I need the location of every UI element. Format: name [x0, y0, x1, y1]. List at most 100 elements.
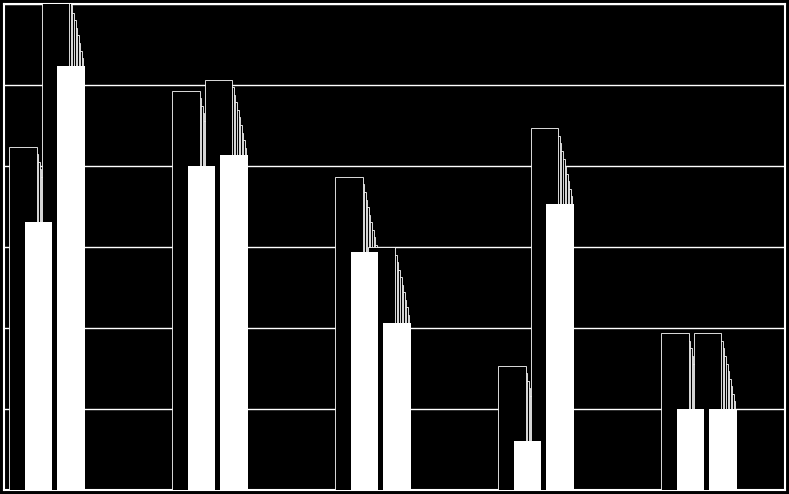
Bar	[667, 364, 695, 490]
Bar	[219, 148, 246, 490]
Bar	[215, 132, 243, 490]
Bar	[700, 364, 727, 490]
Bar	[369, 254, 397, 490]
Bar	[24, 222, 52, 490]
Bar	[501, 381, 529, 490]
Bar	[534, 143, 562, 490]
Bar	[697, 348, 724, 490]
Bar	[536, 151, 563, 490]
Bar	[531, 128, 559, 490]
Bar	[178, 121, 206, 490]
Bar	[500, 373, 527, 490]
Bar	[345, 222, 372, 490]
Bar	[674, 394, 701, 490]
Bar	[23, 214, 50, 490]
Bar	[382, 315, 409, 490]
Bar	[54, 50, 82, 490]
Bar	[368, 247, 395, 490]
Bar	[342, 207, 369, 490]
Bar	[346, 230, 373, 490]
Bar	[664, 348, 692, 490]
Bar	[377, 292, 405, 490]
Bar	[53, 43, 80, 490]
Bar	[21, 207, 49, 490]
Bar	[185, 151, 212, 490]
Bar	[661, 333, 689, 490]
Bar	[19, 192, 46, 490]
Bar	[43, 0, 71, 490]
Bar	[380, 307, 408, 490]
Bar	[703, 379, 731, 490]
Bar	[539, 166, 566, 490]
Bar	[214, 125, 241, 490]
Bar	[180, 128, 208, 490]
Bar	[56, 58, 84, 490]
Bar	[671, 379, 698, 490]
Bar	[544, 196, 572, 490]
Bar	[695, 341, 723, 490]
Bar	[181, 136, 209, 490]
Bar	[546, 204, 574, 490]
Bar	[217, 140, 245, 490]
Bar	[186, 159, 214, 490]
Bar	[183, 143, 211, 490]
Bar	[706, 394, 734, 490]
Bar	[50, 28, 77, 490]
Bar	[383, 323, 411, 490]
Bar	[14, 169, 41, 490]
Bar	[350, 245, 376, 490]
Bar	[351, 252, 378, 490]
Bar	[207, 87, 234, 490]
Bar	[348, 237, 375, 490]
Bar	[16, 177, 43, 490]
Bar	[708, 401, 735, 490]
Bar	[177, 113, 204, 490]
Bar	[374, 277, 402, 490]
Bar	[11, 154, 39, 490]
Bar	[335, 177, 363, 490]
Bar	[514, 441, 541, 490]
Bar	[21, 200, 47, 490]
Bar	[172, 90, 200, 490]
Bar	[694, 333, 721, 490]
Bar	[47, 13, 74, 490]
Bar	[507, 411, 535, 490]
Bar	[48, 20, 76, 490]
Bar	[663, 341, 690, 490]
Bar	[343, 214, 371, 490]
Bar	[45, 5, 73, 490]
Bar	[537, 159, 565, 490]
Bar	[504, 396, 532, 490]
Bar	[372, 270, 400, 490]
Bar	[210, 102, 237, 490]
Bar	[544, 189, 570, 490]
Bar	[379, 300, 406, 490]
Bar	[376, 285, 403, 490]
Bar	[698, 356, 726, 490]
Bar	[709, 409, 737, 490]
Bar	[340, 200, 368, 490]
Bar	[510, 426, 538, 490]
Bar	[205, 80, 233, 490]
Bar	[13, 162, 40, 490]
Bar	[542, 181, 569, 490]
Bar	[503, 388, 530, 490]
Bar	[701, 371, 729, 490]
Bar	[17, 184, 44, 490]
Bar	[212, 118, 240, 490]
Bar	[540, 173, 567, 490]
Bar	[338, 192, 366, 490]
Bar	[533, 136, 560, 490]
Bar	[208, 95, 235, 490]
Bar	[51, 36, 79, 490]
Bar	[672, 386, 700, 490]
Bar	[669, 371, 697, 490]
Bar	[675, 401, 703, 490]
Bar	[337, 184, 365, 490]
Bar	[509, 418, 537, 490]
Bar	[9, 147, 37, 490]
Bar	[677, 409, 705, 490]
Bar	[506, 404, 533, 490]
Bar	[175, 106, 203, 490]
Bar	[211, 110, 238, 490]
